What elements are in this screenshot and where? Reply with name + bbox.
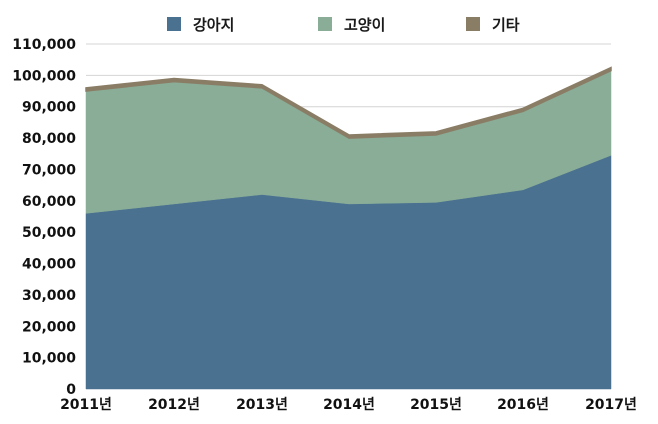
y-tick-label: 50,000 <box>22 225 76 241</box>
legend-label: 고양이 <box>344 16 385 34</box>
legend-swatch <box>466 17 480 31</box>
x-tick-label: 2015년 <box>410 397 462 413</box>
x-tick-label: 2014년 <box>323 397 375 413</box>
y-tick-label: 60,000 <box>22 194 76 210</box>
legend: 강아지 고양이 기타 <box>167 16 520 34</box>
y-tick-label: 10,000 <box>22 351 76 367</box>
x-tick-label: 2011년 <box>60 397 112 413</box>
y-tick-label: 90,000 <box>22 100 76 116</box>
x-tick-label: 2012년 <box>148 397 200 413</box>
y-tick-label: 30,000 <box>22 288 76 304</box>
x-tick-label: 2016년 <box>497 397 549 413</box>
axes: 0 10,000 20,000 30,000 40,000 50,000 60,000 70,… <box>12 37 637 413</box>
legend-swatch <box>318 17 332 31</box>
y-tick-label: 20,000 <box>22 319 76 335</box>
legend-label: 강아지 <box>193 16 234 34</box>
y-tick-label: 0 <box>66 382 76 398</box>
y-tick-label: 80,000 <box>22 131 76 147</box>
area-other <box>85 66 612 139</box>
y-tick-label: 110,000 <box>12 37 76 53</box>
x-tick-label: 2017년 <box>585 397 637 413</box>
y-tick-label: 40,000 <box>22 257 76 273</box>
area-series <box>85 66 612 390</box>
y-tick-label: 70,000 <box>22 162 76 178</box>
legend-label: 기타 <box>492 16 520 34</box>
legend-swatch <box>167 17 181 31</box>
y-tick-label: 100,000 <box>12 68 76 84</box>
x-tick-label: 2013년 <box>236 397 288 413</box>
